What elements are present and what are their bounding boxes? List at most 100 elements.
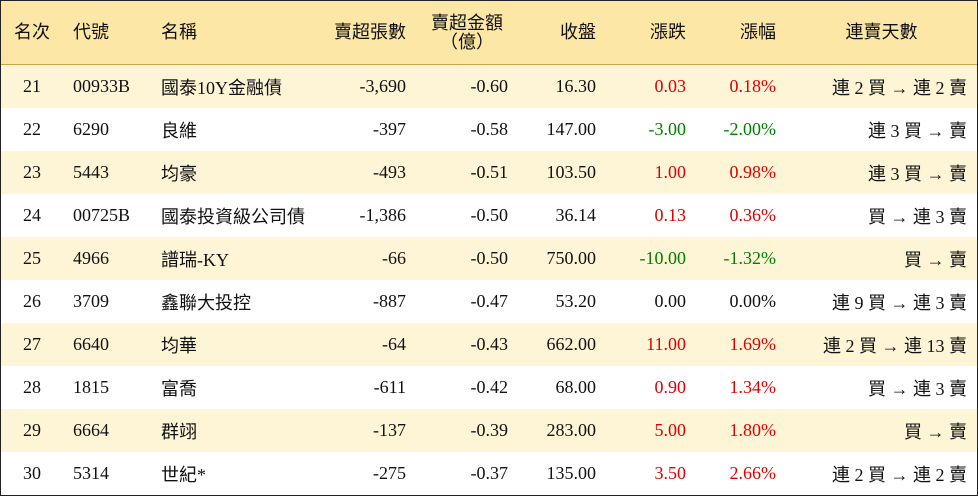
table-cell: 5443 <box>63 151 151 194</box>
table-cell: 283.00 <box>518 409 606 452</box>
table-row: 22 6290 良維 -397 -0.58 147.00 -3.00 -2.00% 連 3 買 … <box>1 108 977 151</box>
table-row: 21 00933B 國泰10Y金融債 -3,690 -0.60 16.30 0.03 0.18… <box>1 64 977 108</box>
table-row: 27 6640 均華 -64 -0.43 662.00 11.00 1.69% 連 2 買 → … <box>1 323 977 366</box>
table-row: 29 6664 群翊 -137 -0.39 283.00 5.00 1.80% 買 → 賣 <box>1 409 977 452</box>
table-cell: -0.58 <box>470 119 509 139</box>
table-cell: 6664 <box>63 409 151 452</box>
header-row: 名次 代號 名稱 賣超張數 賣超金額 （億） 收盤 漲跌 漲幅 連賣天數 <box>1 1 977 65</box>
table-cell: 2.66% <box>729 463 777 483</box>
table-cell: 68.00 <box>555 377 597 397</box>
table-cell: 00725B <box>73 205 131 225</box>
table-cell: 11.00 <box>606 323 696 366</box>
table-cell: 國泰10Y金融債 <box>151 64 321 108</box>
table-cell: 662.00 <box>518 323 606 366</box>
table-cell: 30 <box>23 463 41 483</box>
table-cell: 富喬 <box>161 378 197 399</box>
table-cell: 連 2 買 → 連 2 賣 <box>786 64 977 108</box>
table-cell: 1.34% <box>729 377 777 397</box>
table-cell: 6290 <box>73 119 109 139</box>
table-cell: 0.18% <box>696 64 786 108</box>
table-cell: 國泰投資級公司債 <box>161 206 305 227</box>
table-row: 24 00725B 國泰投資級公司債 -1,386 -0.50 36.14 0.13 0.36… <box>1 194 977 237</box>
table-cell: -493 <box>321 151 416 194</box>
table-cell: -137 <box>321 409 416 452</box>
table-cell: -3,690 <box>321 64 416 108</box>
table-cell: -0.37 <box>470 463 509 483</box>
header-cell: 連賣天數 <box>786 1 977 65</box>
table-cell: -0.50 <box>416 237 518 280</box>
table-cell: 5314 <box>73 463 109 483</box>
table-cell: 1.00 <box>606 151 696 194</box>
table-cell: 6640 <box>63 323 151 366</box>
table-cell: 0.13 <box>654 205 687 225</box>
table-cell: 良維 <box>161 120 197 141</box>
table-cell: 135.00 <box>546 463 597 483</box>
table-cell: 均豪 <box>151 151 321 194</box>
table-cell: 均華 <box>151 323 321 366</box>
table-cell: 4966 <box>63 237 151 280</box>
table-cell: 連 3 買 → 賣 <box>786 151 977 194</box>
table-cell: -64 <box>321 323 416 366</box>
table-cell: -275 <box>373 463 406 483</box>
header-cell: 收盤 <box>518 1 606 65</box>
table-cell: 147.00 <box>546 119 597 139</box>
header-cell: 漲跌 <box>606 1 696 65</box>
table-cell: 00933B <box>63 64 151 108</box>
table-cell: -3.00 <box>648 119 687 139</box>
table-cell: 買 → 賣 <box>786 237 977 280</box>
table-cell: -0.39 <box>416 409 518 452</box>
table-cell: -611 <box>373 377 406 397</box>
table-cell: -2.00% <box>723 119 777 139</box>
table-row: 23 5443 均豪 -493 -0.51 103.50 1.00 0.98% 連 3 買 → … <box>1 151 977 194</box>
table-cell: 群翊 <box>151 409 321 452</box>
table-cell: 鑫聯大投控 <box>161 292 251 313</box>
table-row: 30 5314 世紀* -275 -0.37 135.00 3.50 2.66% 連 2 買 →… <box>1 452 977 495</box>
table-cell: 29 <box>1 409 63 452</box>
table-cell: 連 9 買 → 連 3 賣 <box>832 292 967 313</box>
table-row: 26 3709 鑫聯大投控 -887 -0.47 53.20 0.00 0.00% 連 9 買 … <box>1 280 977 323</box>
header-cell: 漲幅 <box>696 1 786 65</box>
table-cell: 750.00 <box>518 237 606 280</box>
table-cell: 24 <box>23 205 41 225</box>
table-cell: -0.42 <box>470 377 509 397</box>
table-cell: 27 <box>1 323 63 366</box>
table-cell: -0.50 <box>470 205 509 225</box>
table-cell: 0.36% <box>729 205 777 225</box>
table-cell: 16.30 <box>518 64 606 108</box>
table-cell: 1815 <box>73 377 109 397</box>
table-cell: 5.00 <box>606 409 696 452</box>
header-cell: 賣超張數 <box>321 1 416 65</box>
table-cell: 103.50 <box>518 151 606 194</box>
table-cell: -0.60 <box>416 64 518 108</box>
table-cell: 買 → 連 3 賣 <box>868 206 967 227</box>
table-cell: 0.03 <box>606 64 696 108</box>
table-cell: -0.51 <box>416 151 518 194</box>
table-cell: 0.90 <box>654 377 687 397</box>
table-cell: -1.32% <box>696 237 786 280</box>
table-cell: 1.80% <box>696 409 786 452</box>
table-cell: -66 <box>321 237 416 280</box>
table-cell: -0.43 <box>416 323 518 366</box>
table-row: 28 1815 富喬 -611 -0.42 68.00 0.90 1.34% 買 → 連 3 賣 <box>1 366 977 409</box>
table-cell: 36.14 <box>555 205 597 225</box>
table-cell: 21 <box>1 64 63 108</box>
table-cell: -10.00 <box>606 237 696 280</box>
table-cell: 譜瑞-KY <box>151 237 321 280</box>
table-cell: 23 <box>1 151 63 194</box>
table-cell: 買 → 連 3 賣 <box>868 378 967 399</box>
header-cell: 賣超金額 （億） <box>416 1 518 65</box>
table-cell: 3709 <box>73 291 109 311</box>
table-cell: -397 <box>373 119 406 139</box>
header-cell: 名稱 <box>151 1 321 65</box>
table-cell: 世紀* <box>161 464 206 485</box>
header-cell: 代號 <box>63 1 151 65</box>
table-cell: 連 3 買 → 賣 <box>868 120 967 141</box>
table-cell: 26 <box>23 291 41 311</box>
header-cell: 名次 <box>1 1 63 65</box>
table-cell: 買 → 賣 <box>786 409 977 452</box>
table-cell: 連 2 買 → 連 13 賣 <box>786 323 977 366</box>
table-cell: -1,386 <box>359 205 407 225</box>
table-cell: 0.98% <box>696 151 786 194</box>
